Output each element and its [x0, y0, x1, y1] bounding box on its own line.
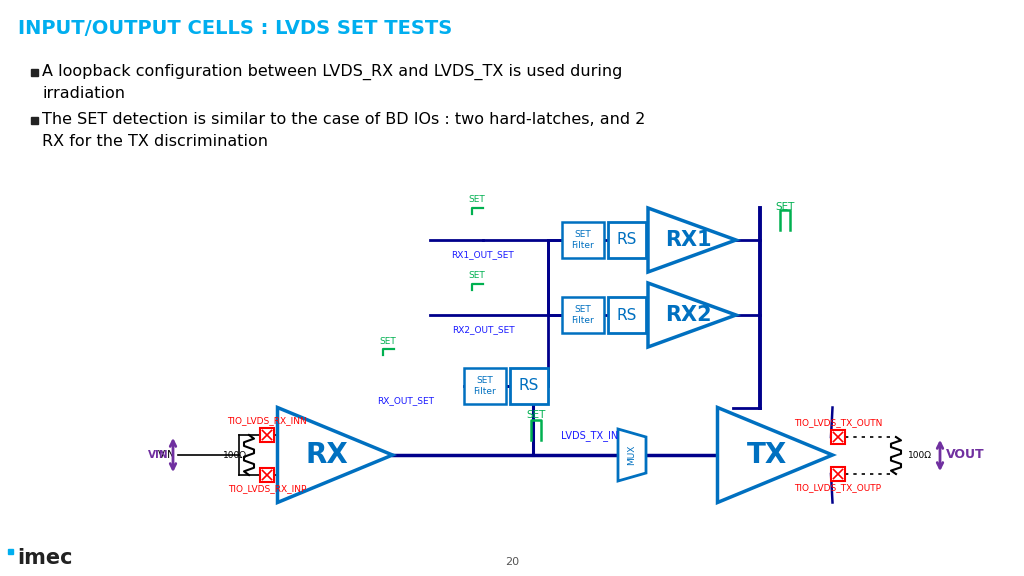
Text: RS: RS	[616, 308, 637, 323]
Text: 100Ω: 100Ω	[223, 450, 247, 460]
Text: SET: SET	[469, 271, 485, 281]
Polygon shape	[648, 208, 736, 272]
Text: irradiation: irradiation	[42, 86, 125, 101]
Text: SET
Filter: SET Filter	[474, 376, 497, 396]
Text: RX_OUT_SET: RX_OUT_SET	[378, 396, 434, 405]
Bar	[608, 297, 646, 333]
Bar	[260, 428, 274, 442]
Text: RX1: RX1	[665, 230, 712, 250]
Text: TX: TX	[746, 441, 787, 469]
Text: VIN: VIN	[158, 450, 176, 460]
Bar	[510, 368, 548, 404]
Text: RX1_OUT_SET: RX1_OUT_SET	[452, 250, 514, 259]
Text: SET
Filter: SET Filter	[571, 230, 594, 250]
Text: TIO_LVDS_TX_OUTP: TIO_LVDS_TX_OUTP	[795, 483, 882, 492]
Text: VIN: VIN	[148, 450, 169, 460]
Polygon shape	[278, 407, 392, 502]
Bar	[8, 549, 13, 554]
Bar	[831, 467, 845, 481]
Bar	[31, 69, 38, 75]
Polygon shape	[718, 407, 833, 502]
Text: SET: SET	[380, 336, 396, 346]
Polygon shape	[618, 429, 646, 481]
Bar	[608, 222, 646, 258]
Text: TIO_LVDS_RX_INP: TIO_LVDS_RX_INP	[227, 484, 306, 494]
Text: SET
Filter: SET Filter	[571, 305, 594, 325]
Polygon shape	[648, 283, 736, 347]
Text: RS: RS	[616, 233, 637, 248]
Text: VOUT: VOUT	[946, 449, 985, 461]
Text: imec: imec	[17, 548, 73, 568]
Bar	[831, 430, 845, 444]
Text: MUX: MUX	[628, 445, 637, 465]
Text: SET: SET	[469, 195, 485, 204]
Text: TIO_LVDS_TX_OUTN: TIO_LVDS_TX_OUTN	[794, 419, 883, 427]
Text: 100Ω: 100Ω	[908, 450, 932, 460]
Bar	[464, 368, 506, 404]
Bar	[31, 116, 38, 123]
Text: RX2_OUT_SET: RX2_OUT_SET	[452, 325, 514, 334]
Text: INPUT/OUTPUT CELLS : LVDS SET TESTS: INPUT/OUTPUT CELLS : LVDS SET TESTS	[18, 18, 453, 37]
Text: A loopback configuration between LVDS_RX and LVDS_TX is used during: A loopback configuration between LVDS_RX…	[42, 64, 623, 80]
Bar	[562, 222, 604, 258]
Bar	[260, 468, 274, 482]
Text: LVDS_TX_IN: LVDS_TX_IN	[561, 430, 618, 441]
Text: RX: RX	[305, 441, 348, 469]
Text: SET: SET	[775, 202, 795, 212]
Text: The SET detection is similar to the case of BD IOs : two hard-latches, and 2: The SET detection is similar to the case…	[42, 112, 645, 127]
Text: RX2: RX2	[665, 305, 712, 325]
Text: 20: 20	[505, 557, 519, 567]
Text: TIO_LVDS_RX_INN: TIO_LVDS_RX_INN	[227, 416, 307, 426]
Text: RS: RS	[519, 378, 540, 393]
Bar	[562, 297, 604, 333]
Text: RX for the TX discrimination: RX for the TX discrimination	[42, 135, 268, 150]
Text: SET: SET	[526, 410, 546, 420]
